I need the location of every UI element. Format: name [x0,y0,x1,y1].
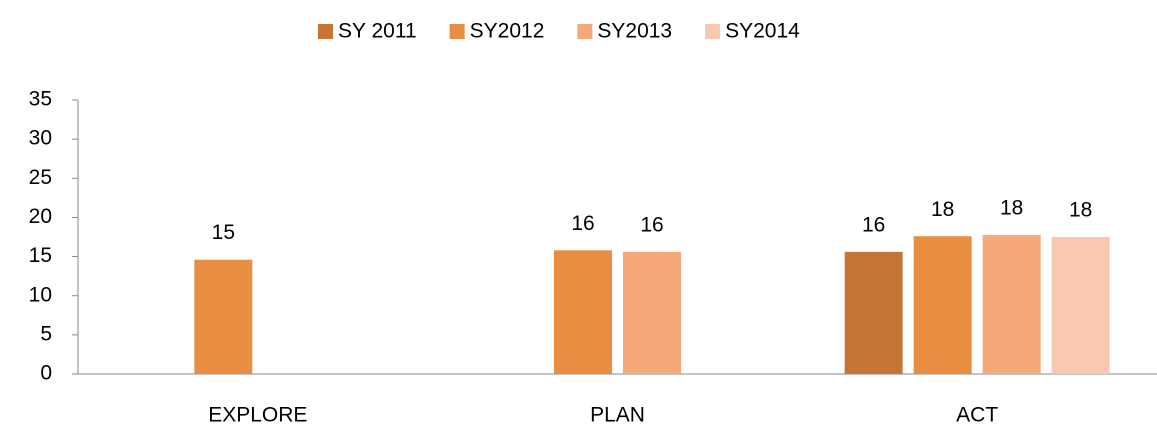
bar [913,236,972,374]
legend-swatch [577,24,593,39]
value-label: 18 [931,198,954,221]
legend-label: SY 2011 [338,20,417,43]
legend-swatch [705,24,721,39]
value-label: 16 [571,212,594,235]
legend-label: SY2014 [725,20,800,43]
y-tick-label: 15 [29,244,52,267]
bar [554,250,612,374]
bar [1051,237,1110,374]
value-label: 15 [212,221,235,244]
value-label: 16 [862,213,885,236]
y-tick-label: 30 [29,127,52,150]
value-label: 18 [1069,199,1092,222]
bar [982,235,1041,374]
y-tick-label: 20 [29,205,52,228]
x-tick-label: EXPLORE [208,404,307,427]
bar [844,251,903,374]
value-label: 16 [640,213,663,236]
bar [194,259,253,374]
y-tick-label: 25 [29,166,52,189]
x-tick-label: ACT [956,404,998,427]
legend-swatch [449,24,465,39]
bar [623,251,681,374]
y-tick-label: 10 [29,283,52,306]
y-tick-label: 35 [29,88,52,111]
legend-label: SY2013 [597,20,672,43]
x-tick-label: PLAN [590,404,645,427]
value-label: 18 [1000,197,1023,220]
y-tick-label: 5 [40,322,52,345]
legend-label: SY2012 [470,20,545,43]
y-tick-label: 0 [40,362,52,385]
legend-swatch [318,24,333,39]
